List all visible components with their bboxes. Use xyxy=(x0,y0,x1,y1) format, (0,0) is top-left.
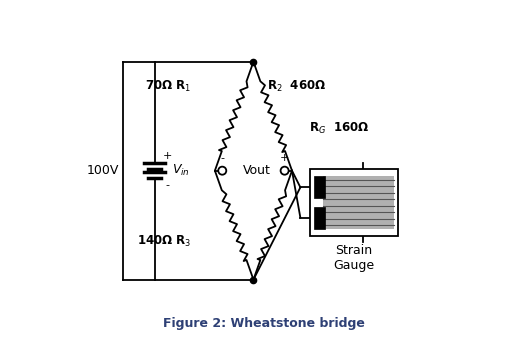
Text: -: - xyxy=(220,153,225,163)
Text: 100V: 100V xyxy=(87,164,119,177)
Text: Vout: Vout xyxy=(243,164,271,177)
Text: -: - xyxy=(165,180,169,190)
Bar xyxy=(323,176,394,229)
Text: +: + xyxy=(280,153,289,163)
Text: R$_G$  160Ω: R$_G$ 160Ω xyxy=(309,121,369,136)
Text: Figure 2: Wheatstone bridge: Figure 2: Wheatstone bridge xyxy=(162,317,365,330)
Text: Strain
Gauge: Strain Gauge xyxy=(334,244,375,272)
Bar xyxy=(310,169,397,236)
Bar xyxy=(314,207,325,229)
Text: 140Ω R$_3$: 140Ω R$_3$ xyxy=(137,234,191,249)
Text: R$_2$  460Ω: R$_2$ 460Ω xyxy=(267,79,326,94)
Bar xyxy=(314,176,325,198)
Text: $V_{in}$: $V_{in}$ xyxy=(172,163,190,178)
Text: 70Ω R$_1$: 70Ω R$_1$ xyxy=(145,79,191,94)
Text: +: + xyxy=(163,151,172,161)
